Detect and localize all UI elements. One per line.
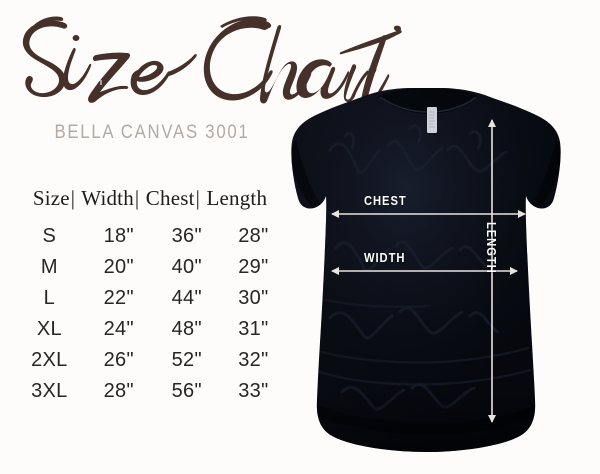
table-header-length: Length bbox=[206, 186, 268, 210]
cell-width: 20" bbox=[103, 256, 134, 278]
cell-chest: 44" bbox=[171, 287, 202, 309]
cell-chest: 36" bbox=[171, 225, 202, 247]
cell-width: 26" bbox=[103, 349, 134, 371]
cell-size: M bbox=[40, 256, 58, 278]
cell-length: 33" bbox=[238, 380, 269, 402]
table-header-row: Size| Width| Chest| Length bbox=[14, 186, 286, 211]
size-table: Size| Width| Chest| Length S 18" 36" 28"… bbox=[14, 186, 286, 407]
page-title: Size Chart bbox=[12, 8, 402, 113]
chest-arrow bbox=[331, 210, 526, 218]
cell-size: XL bbox=[36, 318, 62, 340]
length-measurement-label: LENGTH bbox=[484, 222, 499, 274]
table-header-width: Width bbox=[81, 186, 134, 210]
cell-chest: 40" bbox=[171, 256, 202, 278]
title-script-artwork: Size Chart bbox=[22, 16, 402, 106]
neck-tag bbox=[427, 107, 437, 133]
cell-length: 28" bbox=[238, 225, 269, 247]
cell-length: 29" bbox=[238, 256, 269, 278]
table-row: S 18" 36" 28" bbox=[14, 221, 286, 252]
chest-measurement-label: CHEST bbox=[364, 193, 407, 208]
cell-size: 3XL bbox=[31, 380, 68, 402]
table-row: M 20" 40" 29" bbox=[14, 252, 286, 283]
table-row: XL 24" 48" 31" bbox=[14, 314, 286, 345]
cell-width: 24" bbox=[103, 318, 134, 340]
cell-width: 18" bbox=[103, 225, 134, 247]
length-arrow bbox=[488, 119, 496, 423]
table-row: 2XL 26" 52" 32" bbox=[14, 345, 286, 376]
cell-chest: 52" bbox=[171, 349, 202, 371]
cell-length: 32" bbox=[238, 349, 269, 371]
cell-size: S bbox=[42, 225, 57, 247]
cell-length: 30" bbox=[238, 287, 269, 309]
width-measurement-label: WIDTH bbox=[364, 250, 406, 265]
measurement-arrows bbox=[331, 119, 526, 423]
table-row: L 22" 44" 30" bbox=[14, 283, 286, 314]
table-header-chest: Chest bbox=[145, 186, 195, 210]
cell-size: L bbox=[43, 287, 56, 309]
width-arrow bbox=[331, 267, 518, 275]
cell-size: 2XL bbox=[31, 349, 68, 371]
tshirt-silhouette bbox=[291, 88, 561, 452]
subtitle: BELLA CANVAS 3001 bbox=[54, 122, 250, 143]
table-header-separator-2: | bbox=[134, 186, 140, 210]
cell-chest: 48" bbox=[171, 318, 202, 340]
table-header-separator-3: | bbox=[195, 186, 201, 210]
cell-width: 28" bbox=[103, 380, 134, 402]
cell-chest: 56" bbox=[171, 380, 202, 402]
size-table-body: S 18" 36" 28" M 20" 40" 29" L 22" 44" 30… bbox=[14, 221, 286, 407]
cell-length: 31" bbox=[238, 318, 269, 340]
table-header-separator-1: | bbox=[70, 186, 76, 210]
table-row: 3XL 28" 56" 33" bbox=[14, 376, 286, 407]
cell-width: 22" bbox=[103, 287, 134, 309]
table-header-size: Size bbox=[32, 186, 70, 210]
